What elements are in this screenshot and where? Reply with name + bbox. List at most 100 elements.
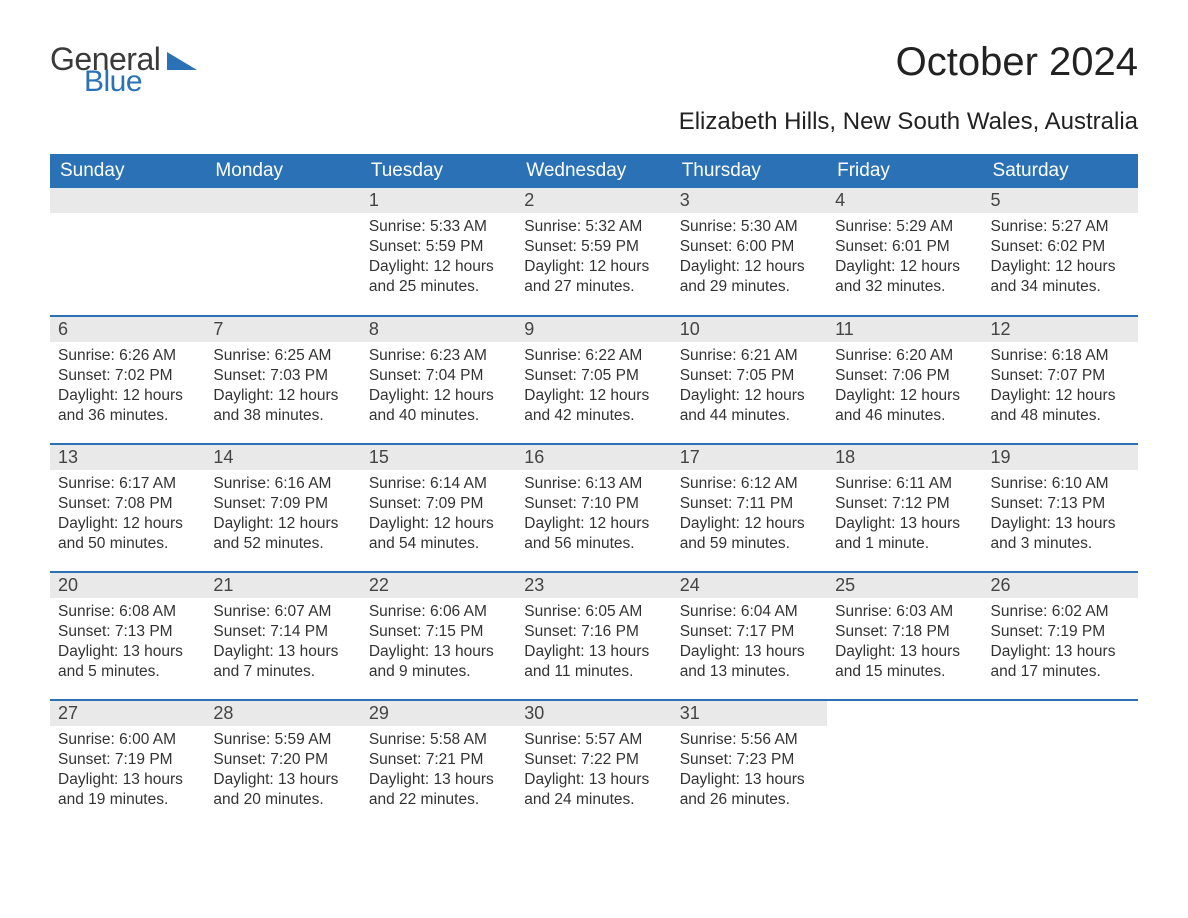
sunrise-text: Sunrise: 6:10 AM — [991, 474, 1130, 494]
sunrise-text: Sunrise: 5:32 AM — [524, 217, 663, 237]
sunset-text: Sunset: 6:01 PM — [835, 237, 974, 257]
daylight-text: Daylight: 13 hours and 11 minutes. — [524, 642, 663, 682]
day-body: Sunrise: 6:23 AMSunset: 7:04 PMDaylight:… — [361, 342, 516, 435]
day-number: . — [50, 188, 205, 213]
daylight-text: Daylight: 12 hours and 40 minutes. — [369, 386, 508, 426]
day-body: Sunrise: 6:25 AMSunset: 7:03 PMDaylight:… — [205, 342, 360, 435]
day-body: Sunrise: 6:06 AMSunset: 7:15 PMDaylight:… — [361, 598, 516, 691]
calendar-cell: 21Sunrise: 6:07 AMSunset: 7:14 PMDayligh… — [205, 572, 360, 700]
calendar-cell: 5Sunrise: 5:27 AMSunset: 6:02 PMDaylight… — [983, 188, 1138, 316]
sunset-text: Sunset: 7:05 PM — [680, 366, 819, 386]
calendar-cell: 2Sunrise: 5:32 AMSunset: 5:59 PMDaylight… — [516, 188, 671, 316]
day-number: 4 — [827, 188, 982, 213]
sunrise-text: Sunrise: 6:18 AM — [991, 346, 1130, 366]
daylight-text: Daylight: 12 hours and 50 minutes. — [58, 514, 197, 554]
sunrise-text: Sunrise: 6:21 AM — [680, 346, 819, 366]
daylight-text: Daylight: 12 hours and 34 minutes. — [991, 257, 1130, 297]
calendar-cell: 7Sunrise: 6:25 AMSunset: 7:03 PMDaylight… — [205, 316, 360, 444]
sunset-text: Sunset: 7:09 PM — [369, 494, 508, 514]
day-number: 16 — [516, 445, 671, 470]
sunrise-text: Sunrise: 5:59 AM — [213, 730, 352, 750]
calendar-cell: 31Sunrise: 5:56 AMSunset: 7:23 PMDayligh… — [672, 700, 827, 828]
sunrise-text: Sunrise: 6:03 AM — [835, 602, 974, 622]
calendar-cell: 10Sunrise: 6:21 AMSunset: 7:05 PMDayligh… — [672, 316, 827, 444]
sunset-text: Sunset: 6:00 PM — [680, 237, 819, 257]
calendar-cell: 6Sunrise: 6:26 AMSunset: 7:02 PMDaylight… — [50, 316, 205, 444]
sunrise-text: Sunrise: 5:27 AM — [991, 217, 1130, 237]
sunset-text: Sunset: 7:18 PM — [835, 622, 974, 642]
daylight-text: Daylight: 13 hours and 15 minutes. — [835, 642, 974, 682]
sunset-text: Sunset: 7:20 PM — [213, 750, 352, 770]
day-number: 1 — [361, 188, 516, 213]
calendar-cell: 26Sunrise: 6:02 AMSunset: 7:19 PMDayligh… — [983, 572, 1138, 700]
calendar-cell: 12Sunrise: 6:18 AMSunset: 7:07 PMDayligh… — [983, 316, 1138, 444]
day-number: . — [205, 188, 360, 213]
sunset-text: Sunset: 7:10 PM — [524, 494, 663, 514]
calendar-cell: 14Sunrise: 6:16 AMSunset: 7:09 PMDayligh… — [205, 444, 360, 572]
sunrise-text: Sunrise: 6:06 AM — [369, 602, 508, 622]
day-number: 24 — [672, 573, 827, 598]
sunrise-text: Sunrise: 6:12 AM — [680, 474, 819, 494]
day-number: 8 — [361, 317, 516, 342]
sunset-text: Sunset: 7:06 PM — [835, 366, 974, 386]
sunrise-text: Sunrise: 6:22 AM — [524, 346, 663, 366]
daylight-text: Daylight: 12 hours and 29 minutes. — [680, 257, 819, 297]
daylight-text: Daylight: 12 hours and 46 minutes. — [835, 386, 974, 426]
calendar-cell: 9Sunrise: 6:22 AMSunset: 7:05 PMDaylight… — [516, 316, 671, 444]
calendar-cell: 18Sunrise: 6:11 AMSunset: 7:12 PMDayligh… — [827, 444, 982, 572]
day-number: 20 — [50, 573, 205, 598]
day-number: 22 — [361, 573, 516, 598]
daylight-text: Daylight: 13 hours and 13 minutes. — [680, 642, 819, 682]
day-number: 13 — [50, 445, 205, 470]
sunrise-text: Sunrise: 5:58 AM — [369, 730, 508, 750]
daylight-text: Daylight: 12 hours and 59 minutes. — [680, 514, 819, 554]
calendar-cell: 15Sunrise: 6:14 AMSunset: 7:09 PMDayligh… — [361, 444, 516, 572]
daylight-text: Daylight: 12 hours and 56 minutes. — [524, 514, 663, 554]
weekday-header: Wednesday — [516, 154, 671, 188]
daylight-text: Daylight: 13 hours and 1 minute. — [835, 514, 974, 554]
day-body: Sunrise: 6:00 AMSunset: 7:19 PMDaylight:… — [50, 726, 205, 819]
weekday-header: Sunday — [50, 154, 205, 188]
sunset-text: Sunset: 7:14 PM — [213, 622, 352, 642]
calendar-cell: 1Sunrise: 5:33 AMSunset: 5:59 PMDaylight… — [361, 188, 516, 316]
day-body: Sunrise: 6:07 AMSunset: 7:14 PMDaylight:… — [205, 598, 360, 691]
sunrise-text: Sunrise: 6:16 AM — [213, 474, 352, 494]
sunset-text: Sunset: 7:21 PM — [369, 750, 508, 770]
day-body: Sunrise: 6:02 AMSunset: 7:19 PMDaylight:… — [983, 598, 1138, 691]
daylight-text: Daylight: 13 hours and 19 minutes. — [58, 770, 197, 810]
day-body: Sunrise: 5:56 AMSunset: 7:23 PMDaylight:… — [672, 726, 827, 819]
day-body: Sunrise: 6:03 AMSunset: 7:18 PMDaylight:… — [827, 598, 982, 691]
calendar-cell: . — [50, 188, 205, 316]
daylight-text: Daylight: 13 hours and 7 minutes. — [213, 642, 352, 682]
sunrise-text: Sunrise: 6:23 AM — [369, 346, 508, 366]
day-number: 6 — [50, 317, 205, 342]
sunset-text: Sunset: 7:12 PM — [835, 494, 974, 514]
day-number: 28 — [205, 701, 360, 726]
sunset-text: Sunset: 7:23 PM — [680, 750, 819, 770]
day-number: 5 — [983, 188, 1138, 213]
daylight-text: Daylight: 13 hours and 26 minutes. — [680, 770, 819, 810]
day-number: . — [983, 701, 1138, 726]
day-body: Sunrise: 5:30 AMSunset: 6:00 PMDaylight:… — [672, 213, 827, 306]
sunrise-text: Sunrise: 6:20 AM — [835, 346, 974, 366]
day-number: 26 — [983, 573, 1138, 598]
sunset-text: Sunset: 7:04 PM — [369, 366, 508, 386]
sunrise-text: Sunrise: 6:13 AM — [524, 474, 663, 494]
day-number: 11 — [827, 317, 982, 342]
day-number: 18 — [827, 445, 982, 470]
calendar-table: SundayMondayTuesdayWednesdayThursdayFrid… — [50, 154, 1138, 828]
sunset-text: Sunset: 7:15 PM — [369, 622, 508, 642]
daylight-text: Daylight: 12 hours and 54 minutes. — [369, 514, 508, 554]
day-body: Sunrise: 6:04 AMSunset: 7:17 PMDaylight:… — [672, 598, 827, 691]
sunset-text: Sunset: 7:16 PM — [524, 622, 663, 642]
day-body: Sunrise: 6:22 AMSunset: 7:05 PMDaylight:… — [516, 342, 671, 435]
calendar-cell: . — [983, 700, 1138, 828]
day-body: Sunrise: 6:08 AMSunset: 7:13 PMDaylight:… — [50, 598, 205, 691]
weekday-header: Monday — [205, 154, 360, 188]
weekday-header: Tuesday — [361, 154, 516, 188]
sunset-text: Sunset: 7:09 PM — [213, 494, 352, 514]
sunrise-text: Sunrise: 6:05 AM — [524, 602, 663, 622]
sunset-text: Sunset: 7:17 PM — [680, 622, 819, 642]
day-body: Sunrise: 6:21 AMSunset: 7:05 PMDaylight:… — [672, 342, 827, 435]
day-body: Sunrise: 6:10 AMSunset: 7:13 PMDaylight:… — [983, 470, 1138, 563]
